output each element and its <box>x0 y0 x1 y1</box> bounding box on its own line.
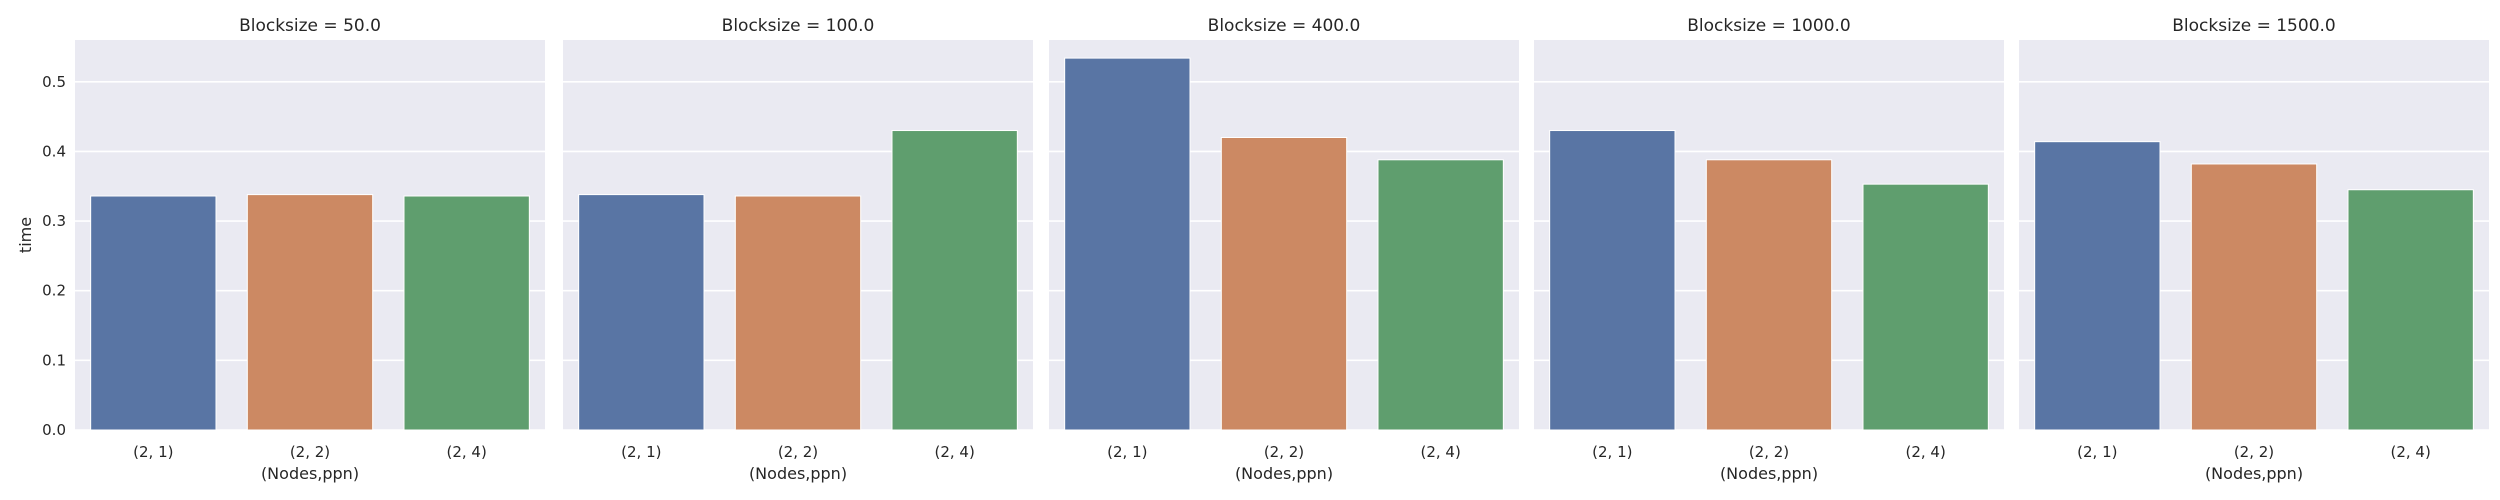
x-tick-label: (2, 2) <box>1749 443 1789 461</box>
panel-3: (2, 1) (2, 2) (2, 4) (Nodes,ppn) Blocksize =… <box>1049 16 1519 483</box>
x-tick-label: (2, 2) <box>2234 443 2274 461</box>
x-tick-label: (2, 1) <box>133 443 173 461</box>
panel-2: (2, 1) (2, 2) (2, 4) (Nodes,ppn) Blocksize =… <box>563 16 1033 483</box>
bar-2 <box>734 195 862 431</box>
x-tick-label: (2, 4) <box>2391 443 2431 461</box>
panel-title: Blocksize = 400.0 <box>1208 16 1361 36</box>
bar-1 <box>90 195 217 431</box>
y-tick-label: 0.1 <box>42 351 66 369</box>
y-tick-label: 0.3 <box>42 212 66 230</box>
bar-2 <box>1705 159 1833 431</box>
x-axis-label: (Nodes,ppn) <box>749 464 847 483</box>
bar-1 <box>1064 57 1191 431</box>
x-tick-label: (2, 4) <box>935 443 975 461</box>
bar-1 <box>2034 141 2161 431</box>
x-tick-label: (2, 4) <box>1906 443 1946 461</box>
bar-3 <box>403 195 530 431</box>
y-tick-label: 0.5 <box>42 73 66 91</box>
bar-3 <box>891 130 1018 431</box>
x-tick-label: (2, 1) <box>2077 443 2117 461</box>
x-axis-label: (Nodes,ppn) <box>1235 464 1333 483</box>
y-tick-label: 0.2 <box>42 282 66 300</box>
panel-1: (2, 1) (2, 2) (2, 4) 0.0 0.1 0.2 0.3 0.4 0.5 time… <box>16 16 545 483</box>
x-tick-label: (2, 2) <box>290 443 330 461</box>
x-tick-label: (2, 1) <box>1592 443 1632 461</box>
x-axis-label: (Nodes,ppn) <box>2205 464 2303 483</box>
x-tick-label: (2, 4) <box>447 443 487 461</box>
panel-4: (2, 1) (2, 2) (2, 4) (Nodes,ppn) Blocksize =… <box>1534 16 2004 483</box>
x-tick-label: (2, 2) <box>778 443 818 461</box>
panel-title: Blocksize = 1500.0 <box>2172 16 2335 36</box>
bar-1 <box>1549 130 1676 431</box>
bar-2 <box>1220 137 1348 431</box>
bar-3 <box>1862 183 1989 431</box>
panel-title: Blocksize = 100.0 <box>722 16 875 36</box>
x-axis-label: (Nodes,ppn) <box>261 464 359 483</box>
bar-2 <box>2190 163 2318 431</box>
panel-title: Blocksize = 50.0 <box>239 16 381 36</box>
x-axis-label: (Nodes,ppn) <box>1720 464 1818 483</box>
y-axis-label: time <box>16 217 35 253</box>
y-tick-label: 0.4 <box>42 142 66 160</box>
x-tick-label: (2, 1) <box>621 443 661 461</box>
x-tick-label: (2, 2) <box>1264 443 1304 461</box>
bar-3 <box>1377 159 1504 431</box>
x-tick-label: (2, 4) <box>1421 443 1461 461</box>
x-tick-label: (2, 1) <box>1107 443 1147 461</box>
panel-title: Blocksize = 1000.0 <box>1687 16 1850 36</box>
bar-1 <box>578 194 705 431</box>
panel-5: (2, 1) (2, 2) (2, 4) (Nodes,ppn) Blocksize =… <box>2019 16 2489 483</box>
y-tick-label: 0.0 <box>42 421 66 439</box>
bar-3 <box>2347 189 2474 431</box>
bar-2 <box>246 194 374 431</box>
